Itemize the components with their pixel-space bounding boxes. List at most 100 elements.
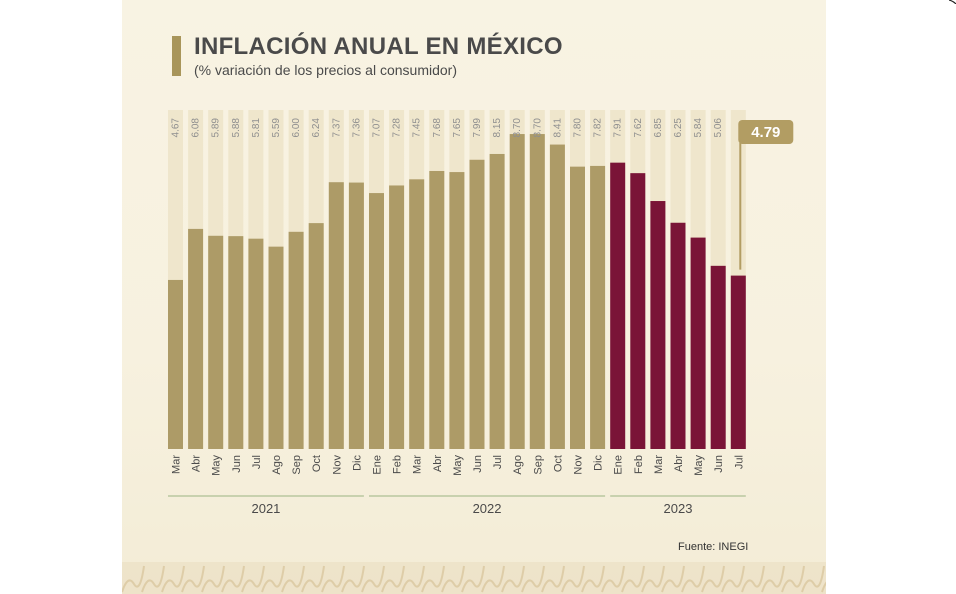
year-label: 2021: [251, 501, 280, 516]
pattern-stroke: [641, 565, 665, 593]
category-label: Ago: [512, 455, 524, 475]
category-label: Abr: [432, 455, 444, 472]
category-label: Jul: [492, 455, 504, 469]
category-label: Mar: [171, 455, 183, 474]
category-label: Ene: [372, 455, 384, 475]
category-label: Oct: [311, 455, 323, 472]
pattern-stroke: [441, 565, 465, 593]
pattern-stroke: [501, 565, 525, 593]
bar: [549, 144, 565, 450]
value-label: 7.45: [412, 118, 423, 138]
chart-card: INFLACIÓN ANUAL EN MÉXICO (% variación d…: [122, 0, 826, 594]
category-label: Nov: [331, 455, 343, 475]
highlight-badge: [738, 120, 794, 144]
value-label: 6.24: [311, 118, 322, 138]
pattern-stroke: [761, 565, 785, 593]
bar: [489, 153, 505, 449]
bar: [389, 185, 405, 450]
bar: [690, 237, 706, 449]
value-label: 4.67: [171, 118, 182, 138]
bar: [248, 238, 264, 449]
pattern-stroke: [261, 565, 285, 593]
value-label: 5.06: [713, 118, 724, 138]
category-label: Jul: [733, 455, 745, 469]
pattern-stroke: [381, 565, 405, 593]
category-label: Feb: [633, 455, 645, 474]
bar: [730, 275, 746, 449]
value-label: 7.28: [392, 118, 403, 138]
pattern-stroke: [401, 565, 425, 593]
value-label: 7.80: [573, 118, 584, 138]
category-label: May: [693, 455, 705, 476]
value-label: 7.36: [351, 118, 362, 138]
category-label: Jun: [713, 455, 725, 473]
pattern-stroke: [241, 565, 265, 593]
value-label: 8.70: [512, 118, 523, 138]
pattern-stroke: [221, 565, 245, 593]
pattern-stroke: [481, 565, 505, 593]
bar: [348, 182, 364, 449]
value-label: 7.62: [633, 118, 644, 138]
highlight-value: 4.79: [751, 124, 780, 141]
value-label: 5.88: [231, 118, 242, 138]
pattern-stroke: [521, 565, 545, 593]
category-label: Dic: [593, 455, 605, 471]
chart-title: INFLACIÓN ANUAL EN MÉXICO: [194, 33, 563, 60]
pattern-stroke: [361, 565, 385, 593]
pattern-stroke: [461, 565, 485, 593]
decorative-pattern: [122, 562, 826, 594]
title-accent-bar: [172, 36, 181, 76]
category-label: Mar: [653, 455, 665, 474]
pattern-stroke: [161, 565, 185, 593]
pattern-stroke: [801, 565, 825, 593]
value-label: 7.65: [452, 118, 463, 138]
pattern-stroke: [661, 565, 685, 593]
value-label: 6.25: [673, 118, 684, 138]
value-label: 5.81: [251, 118, 262, 138]
bar: [449, 172, 465, 449]
category-label: Jun: [231, 455, 243, 473]
bar: [509, 134, 525, 449]
year-label: 2023: [664, 501, 693, 516]
bar: [469, 159, 485, 449]
pattern-stroke: [321, 565, 345, 593]
category-label: Dic: [351, 455, 363, 471]
value-label: 5.59: [271, 118, 282, 138]
value-label: 8.15: [492, 118, 503, 138]
value-labels: 4.67 6.08 5.89 5.88 5.81 5.59 6.00 6.24 7.37 7.36…: [171, 118, 725, 138]
year-label: 2022: [473, 501, 502, 516]
pattern-stroke: [281, 565, 305, 593]
bar: [288, 231, 304, 449]
category-label: Jun: [472, 455, 484, 473]
value-label: 7.68: [432, 118, 443, 138]
bar: [328, 182, 344, 449]
chart-subtitle: (% variación de los precios al consumido…: [194, 62, 457, 78]
category-label: Ago: [271, 455, 283, 475]
value-label: 8.41: [552, 118, 563, 138]
bar: [188, 228, 204, 449]
category-label: Sep: [532, 455, 544, 475]
bar: [409, 179, 425, 449]
bar: [268, 246, 284, 449]
pattern-stroke: [621, 565, 645, 593]
pattern-stroke: [141, 565, 165, 593]
pattern-stroke: [681, 565, 705, 593]
value-label: 7.82: [593, 118, 604, 138]
bar: [650, 201, 666, 449]
pattern-stroke: [721, 565, 745, 593]
value-label: 7.07: [372, 118, 383, 138]
pattern-stroke: [701, 565, 725, 593]
bar-chart: 4.67 6.08 5.89 5.88 5.81 5.59 6.00 6.24 7.37 7.36…: [168, 110, 794, 516]
value-label: 7.37: [331, 118, 342, 138]
bar: [429, 170, 445, 449]
pattern-stroke: [741, 565, 765, 593]
category-label: Abr: [191, 455, 203, 472]
pattern-stroke: [581, 565, 605, 593]
category-label: Abr: [673, 455, 685, 472]
bar: [369, 193, 384, 449]
value-label: 5.89: [211, 118, 222, 138]
category-label: Jul: [251, 455, 263, 469]
pattern-stroke: [781, 565, 805, 593]
bar: [168, 279, 183, 449]
value-label: 6.08: [191, 118, 202, 138]
